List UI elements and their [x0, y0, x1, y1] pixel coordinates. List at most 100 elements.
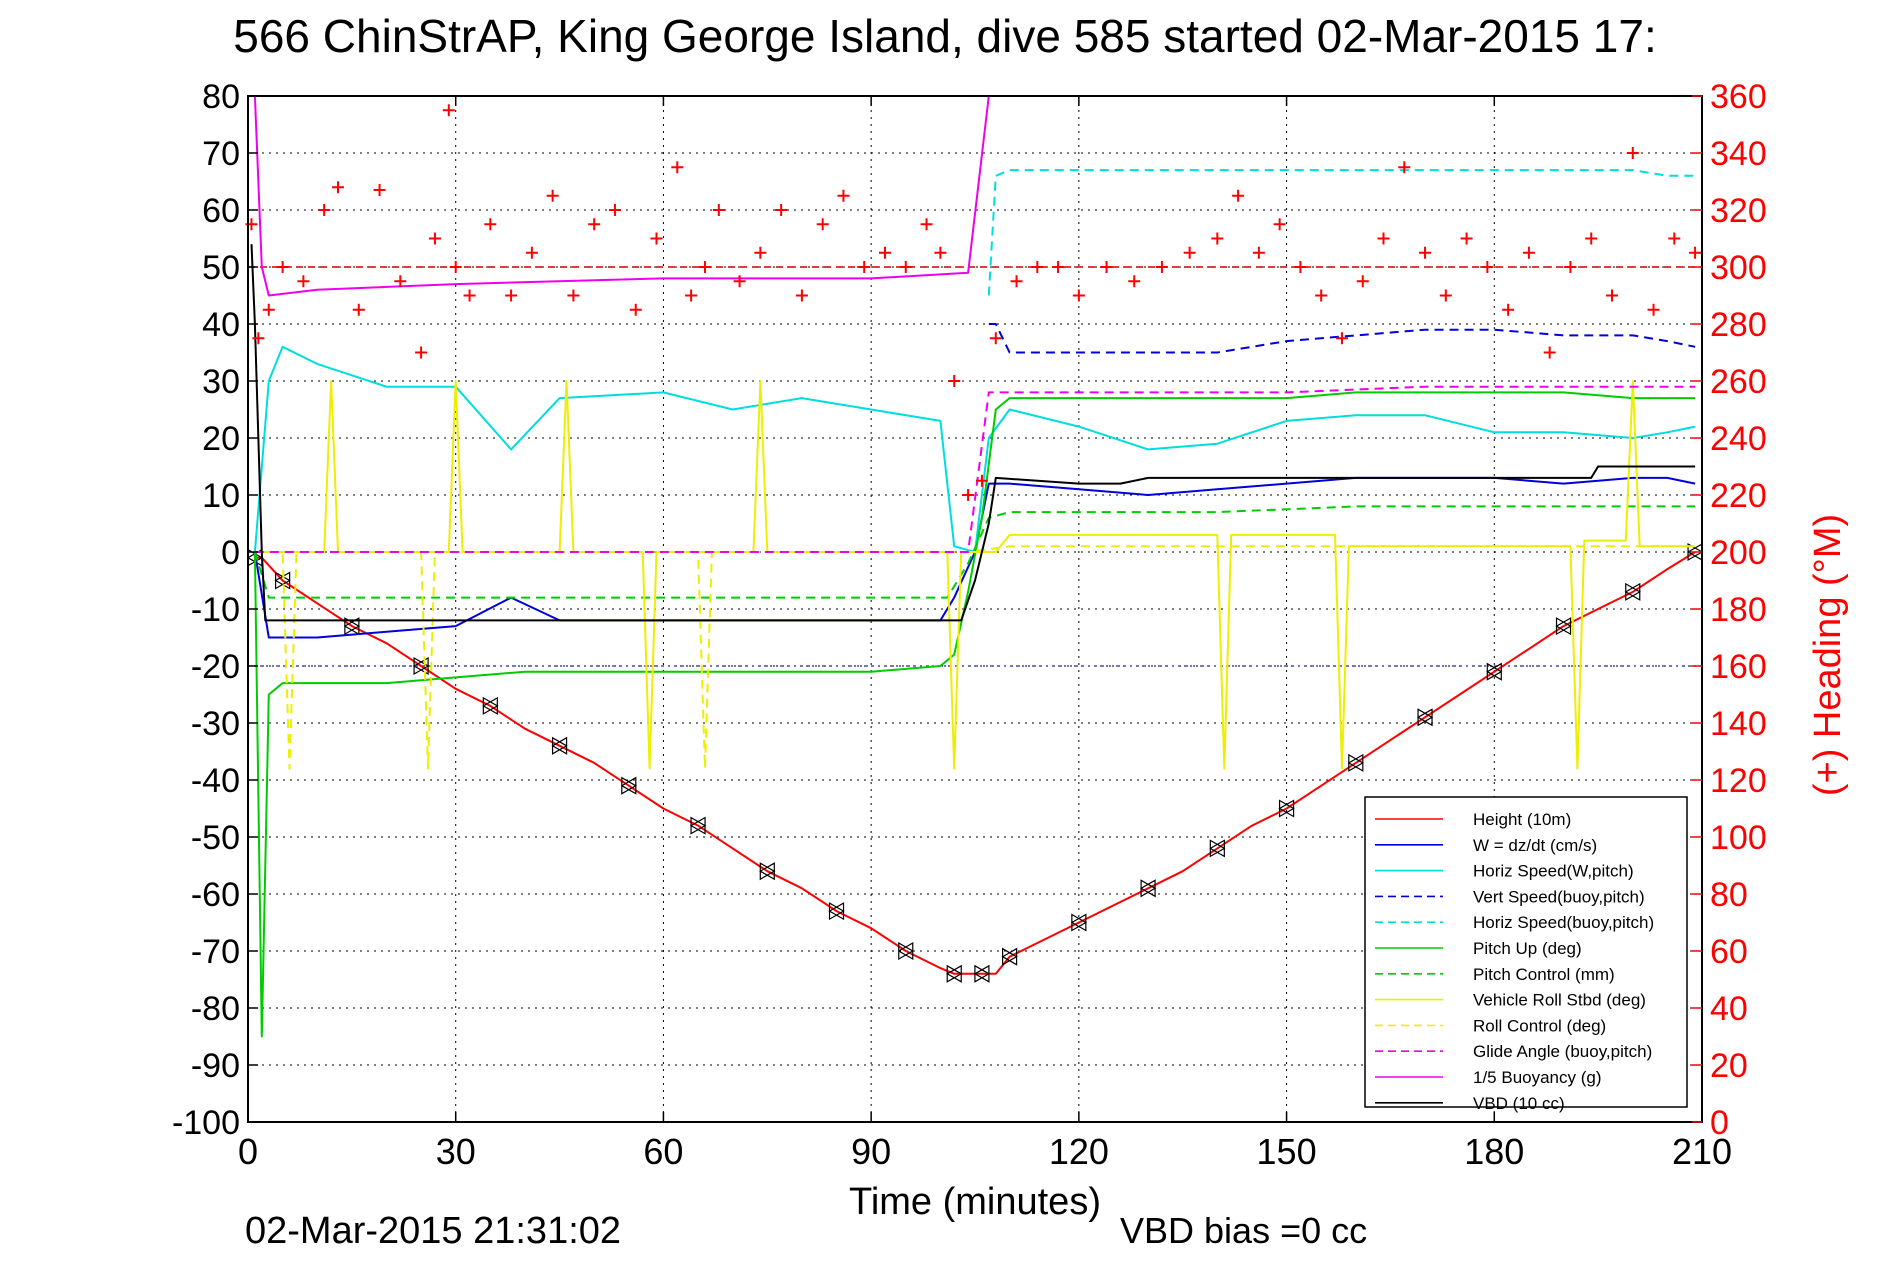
- heading-point: [262, 303, 275, 316]
- height-marker: [1347, 753, 1365, 772]
- heading-point: [525, 246, 538, 259]
- height-marker: [1139, 879, 1157, 898]
- height-marker: [828, 902, 845, 921]
- heading-point: [733, 275, 746, 288]
- y-tick-label: -90: [191, 1047, 240, 1085]
- heading-point: [816, 218, 829, 231]
- height-marker: [343, 617, 361, 636]
- heading-point: [297, 275, 310, 288]
- height-marker: [1209, 839, 1226, 858]
- series-pitch-control-mm: [253, 505, 1696, 599]
- height-marker: [620, 776, 638, 795]
- right-tick-label: 40: [1710, 990, 1748, 1028]
- heading-point: [1398, 161, 1411, 174]
- y-tick-label: 50: [202, 249, 240, 287]
- right-tick-label: 360: [1710, 78, 1767, 116]
- height-marker: [759, 862, 776, 881]
- series-vbd-10-cc: [250, 244, 1696, 622]
- legend-label-horiz-speed-w-pitch: Horiz Speed(W,pitch): [1473, 862, 1634, 881]
- heading-point: [352, 303, 365, 316]
- heading-point: [252, 332, 265, 345]
- heading-point: [1128, 275, 1141, 288]
- heading-point: [1356, 275, 1369, 288]
- footer-timestamp: 02-Mar-2015 21:31:02: [245, 1210, 621, 1252]
- height-marker: [1070, 913, 1088, 932]
- heading-point: [1232, 189, 1245, 202]
- series-line: [250, 244, 1696, 622]
- legend-label-horiz-speed-buoy-pitch: Horiz Speed(buoy,pitch): [1473, 913, 1654, 932]
- heading-point: [878, 246, 891, 259]
- x-axis-label: Time (minutes): [849, 1181, 1101, 1223]
- y-tick-label: -100: [172, 1104, 240, 1142]
- y-tick-label: 20: [202, 420, 240, 458]
- y-tick-label: 0: [221, 534, 240, 572]
- heading-point: [505, 289, 518, 302]
- height-marker: [1416, 708, 1434, 727]
- heading-point: [1502, 303, 1515, 316]
- heading-point: [1294, 261, 1307, 273]
- heading-point: [920, 218, 933, 231]
- height-marker: [1278, 799, 1295, 818]
- right-tick-label: 320: [1710, 192, 1767, 230]
- heading-point: [1439, 289, 1452, 302]
- heading-point: [712, 204, 725, 216]
- y-tick-label: 30: [202, 363, 240, 401]
- heading-point: [775, 204, 788, 216]
- heading-point: [1585, 232, 1598, 245]
- heading-point: [795, 289, 808, 302]
- series-line: [254, 380, 1696, 770]
- heading-point: [1211, 232, 1224, 245]
- y-tick-label: -60: [191, 876, 240, 914]
- heading-point: [463, 289, 476, 302]
- heading-point: [1419, 246, 1432, 259]
- y-tick-label: 60: [202, 192, 240, 230]
- right-tick-label: 220: [1710, 477, 1767, 515]
- series-height-10m: [246, 542, 1704, 983]
- right-tick-label: 280: [1710, 306, 1767, 344]
- y-tick-label: 80: [202, 78, 240, 116]
- series-line: [253, 345, 1696, 553]
- x-tick-label: 30: [436, 1131, 476, 1172]
- reference-lines: [248, 266, 1702, 667]
- y-tick-label: -50: [191, 819, 240, 857]
- heading-point: [989, 332, 1002, 345]
- right-tick-label: 200: [1710, 534, 1767, 572]
- heading-point: [1315, 289, 1328, 302]
- series-line: [988, 323, 1696, 354]
- heading-point: [1481, 261, 1494, 273]
- right-tick-label: 340: [1710, 135, 1767, 173]
- height-marker: [412, 656, 430, 676]
- series-line: [254, 385, 1696, 553]
- heading-point: [428, 232, 441, 245]
- x-tick-label: 120: [1049, 1131, 1109, 1172]
- series-line: [253, 505, 1696, 599]
- y-tick-label: -20: [191, 648, 240, 686]
- heading-point: [1543, 346, 1556, 359]
- heading-point: [837, 189, 850, 202]
- heading-point: [1072, 289, 1085, 302]
- y-tick-label: 10: [202, 477, 240, 515]
- heading-point: [629, 303, 642, 316]
- x-tick-label: 150: [1257, 1131, 1317, 1172]
- y-tick-label: 40: [202, 306, 240, 344]
- heading-point: [567, 289, 580, 302]
- height-marker: [1001, 947, 1018, 966]
- height-marker: [946, 964, 963, 983]
- heading-point: [698, 261, 711, 273]
- right-tick-label: 240: [1710, 420, 1767, 458]
- x-tick-label: 60: [643, 1131, 683, 1172]
- heading-point: [1647, 303, 1660, 316]
- series-horiz-speed-w-pitch: [253, 345, 1696, 553]
- y-tick-label: 70: [202, 135, 240, 173]
- right-tick-label: 120: [1710, 762, 1767, 800]
- series-1-5-buoyancy-g: [253, 95, 990, 297]
- right-tick-label: 80: [1710, 876, 1748, 914]
- height-marker: [689, 816, 707, 835]
- heading-point: [650, 232, 663, 245]
- heading-point: [1564, 261, 1577, 273]
- heading-point: [546, 189, 559, 202]
- x-tick-label: 180: [1464, 1131, 1524, 1172]
- series-line: [254, 551, 1696, 975]
- series-glide-angle-buoy-pitch: [254, 385, 1696, 553]
- heading-point: [318, 204, 331, 216]
